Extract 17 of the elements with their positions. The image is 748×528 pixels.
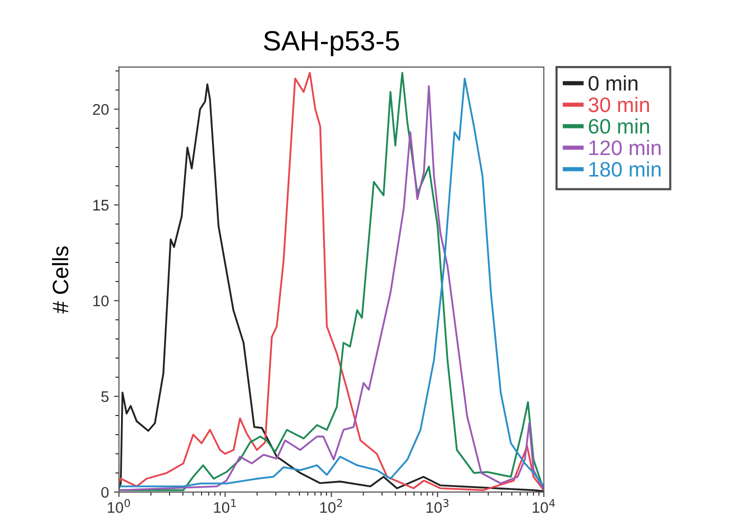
x-tick-label: 10$^{1}$ <box>214 499 236 513</box>
x-tick-label: 10$^{4}$ <box>532 499 555 513</box>
y-axis-title: # Cells <box>52 246 68 314</box>
legend-label: 60 min <box>588 118 649 134</box>
legend-label: 0 min <box>588 75 638 91</box>
y-tick-label: 0 <box>101 486 109 498</box>
legend-label: 180 min <box>589 161 661 177</box>
x-tick-label: 10$^{2}$ <box>320 498 342 513</box>
legend-label: 30 min <box>588 96 649 112</box>
legend-label: 120 min <box>589 140 661 156</box>
y-tick-label: 10 <box>93 296 109 306</box>
x-tick-label: 10$^{3}$ <box>426 498 448 513</box>
chart-title: SAH-p53-5 <box>264 30 399 56</box>
y-tick-label: 15 <box>93 200 109 211</box>
x-tick-label: 10$^{0}$ <box>108 498 130 513</box>
y-tick-label: 5 <box>101 391 109 402</box>
y-tick-label: 20 <box>92 104 109 115</box>
